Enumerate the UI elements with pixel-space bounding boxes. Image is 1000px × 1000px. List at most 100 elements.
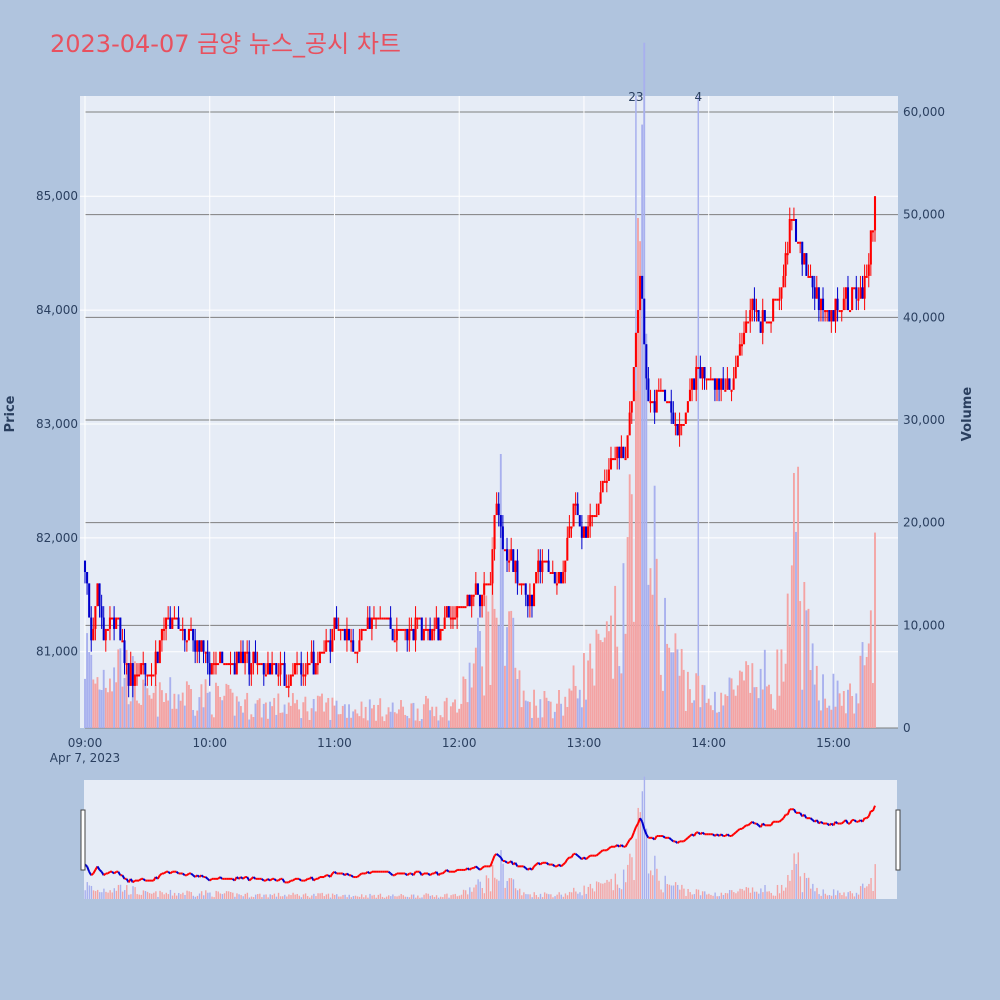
volume-bar — [333, 705, 336, 728]
range-slider-segment — [527, 867, 531, 871]
volume-bar — [181, 692, 184, 728]
range-slider-volume-bar — [99, 892, 101, 899]
range-slider-segment — [676, 840, 681, 844]
volume-bar — [395, 713, 398, 728]
candle-body — [306, 663, 309, 675]
volume-bar — [842, 691, 845, 728]
candle-body — [497, 503, 500, 516]
volume-bar — [844, 713, 847, 728]
volume-bar — [585, 699, 587, 728]
volume-bar — [838, 693, 841, 728]
range-slider-volume-bar — [637, 807, 639, 899]
volume-bar — [188, 684, 190, 728]
candle-body — [663, 389, 667, 402]
volume-bar — [697, 675, 700, 728]
candle-body — [289, 674, 292, 686]
candle-body — [682, 423, 685, 426]
candle-body — [173, 617, 176, 620]
candlestick-series[interactable] — [83, 196, 877, 698]
range-slider-volume-bar — [760, 888, 762, 899]
range-slider-volume-bar — [539, 893, 542, 899]
range-slider-left-handle[interactable] — [80, 809, 86, 871]
range-slider-volume-bar — [826, 895, 829, 899]
candle-body — [362, 628, 365, 631]
range-slider-volume-bar — [832, 889, 835, 899]
candle-body — [799, 241, 802, 244]
candle-body — [605, 480, 608, 483]
range-slider-background — [84, 780, 897, 899]
range-slider-volume-bar — [259, 893, 261, 899]
candle-body — [169, 617, 172, 629]
range-slider-volume-bar — [814, 891, 816, 899]
range-slider-volume-bar — [658, 880, 660, 899]
range-slider-volume-bar — [733, 892, 735, 899]
volume-bar — [822, 674, 824, 728]
candle-body — [300, 663, 303, 675]
volume-bar — [206, 692, 209, 728]
range-slider-segment — [367, 870, 371, 875]
range-slider-price-series — [84, 805, 876, 884]
range-slider-segment — [292, 878, 296, 882]
candle-body — [358, 640, 361, 652]
range-slider-volume-bar — [541, 897, 544, 899]
candle-body — [231, 663, 234, 666]
range-slider-volume-bar — [180, 894, 182, 899]
range-slider-segment — [583, 856, 587, 860]
range-slider-segment — [369, 870, 373, 875]
range-slider-segment — [778, 819, 783, 823]
candle-body — [454, 617, 457, 620]
candle-body — [686, 401, 689, 413]
range-slider-segment — [570, 853, 575, 858]
volume-bar — [824, 698, 827, 728]
range-slider-volume-bar — [697, 889, 700, 899]
range-slider-volume-bar — [128, 894, 130, 899]
volume-bar — [780, 649, 783, 728]
volume-bar — [416, 708, 419, 728]
volume-bar — [377, 704, 380, 728]
range-slider-volume-bar — [685, 895, 687, 899]
range-slider-segment — [531, 865, 535, 871]
candle-body — [441, 628, 444, 631]
range-slider-volume-bar — [843, 892, 845, 899]
volume-bar — [358, 716, 361, 728]
candle-body — [287, 685, 290, 688]
volume-bar — [154, 684, 157, 728]
volume-bar — [123, 677, 126, 728]
range-slider-right-handle[interactable] — [895, 809, 901, 871]
range-slider-volume-bar — [672, 885, 675, 899]
range-slider-volume-bar — [267, 897, 269, 899]
candle-body — [456, 606, 459, 618]
range-slider-volume-bar — [429, 895, 432, 899]
candle-body — [659, 389, 662, 392]
range-slider-volume-bar — [604, 882, 606, 899]
candle-body — [424, 628, 427, 631]
range-slider-volume-bar — [710, 894, 712, 899]
candle-body — [701, 367, 704, 379]
volume-bar — [138, 703, 140, 728]
volume-bar — [597, 633, 600, 728]
range-slider-volume-bar — [169, 889, 172, 899]
volume-bar — [175, 708, 178, 728]
candle-body — [483, 583, 486, 595]
range-slider[interactable] — [80, 776, 901, 899]
range-slider-volume-bar — [504, 887, 506, 899]
range-slider-volume-bar — [292, 892, 294, 899]
candle-body — [391, 628, 394, 641]
y-tick-label: 83,000 — [36, 417, 78, 431]
range-slider-volume-bar — [115, 890, 118, 899]
range-slider-segment — [441, 870, 446, 875]
range-slider-volume-bar — [304, 893, 307, 899]
range-slider-volume-bar — [358, 896, 361, 899]
range-slider-volume-bar — [379, 893, 382, 899]
range-slider-segment — [716, 833, 720, 837]
y2-tick-label: 20,000 — [903, 516, 945, 530]
candle-body — [329, 640, 332, 652]
range-slider-volume-bar — [155, 891, 157, 899]
range-slider-segment — [687, 835, 691, 839]
candle-body — [641, 275, 644, 299]
candle-body — [395, 628, 398, 641]
candle-body — [846, 287, 850, 311]
volume-bar — [547, 700, 550, 728]
range-slider-segment — [539, 862, 544, 866]
